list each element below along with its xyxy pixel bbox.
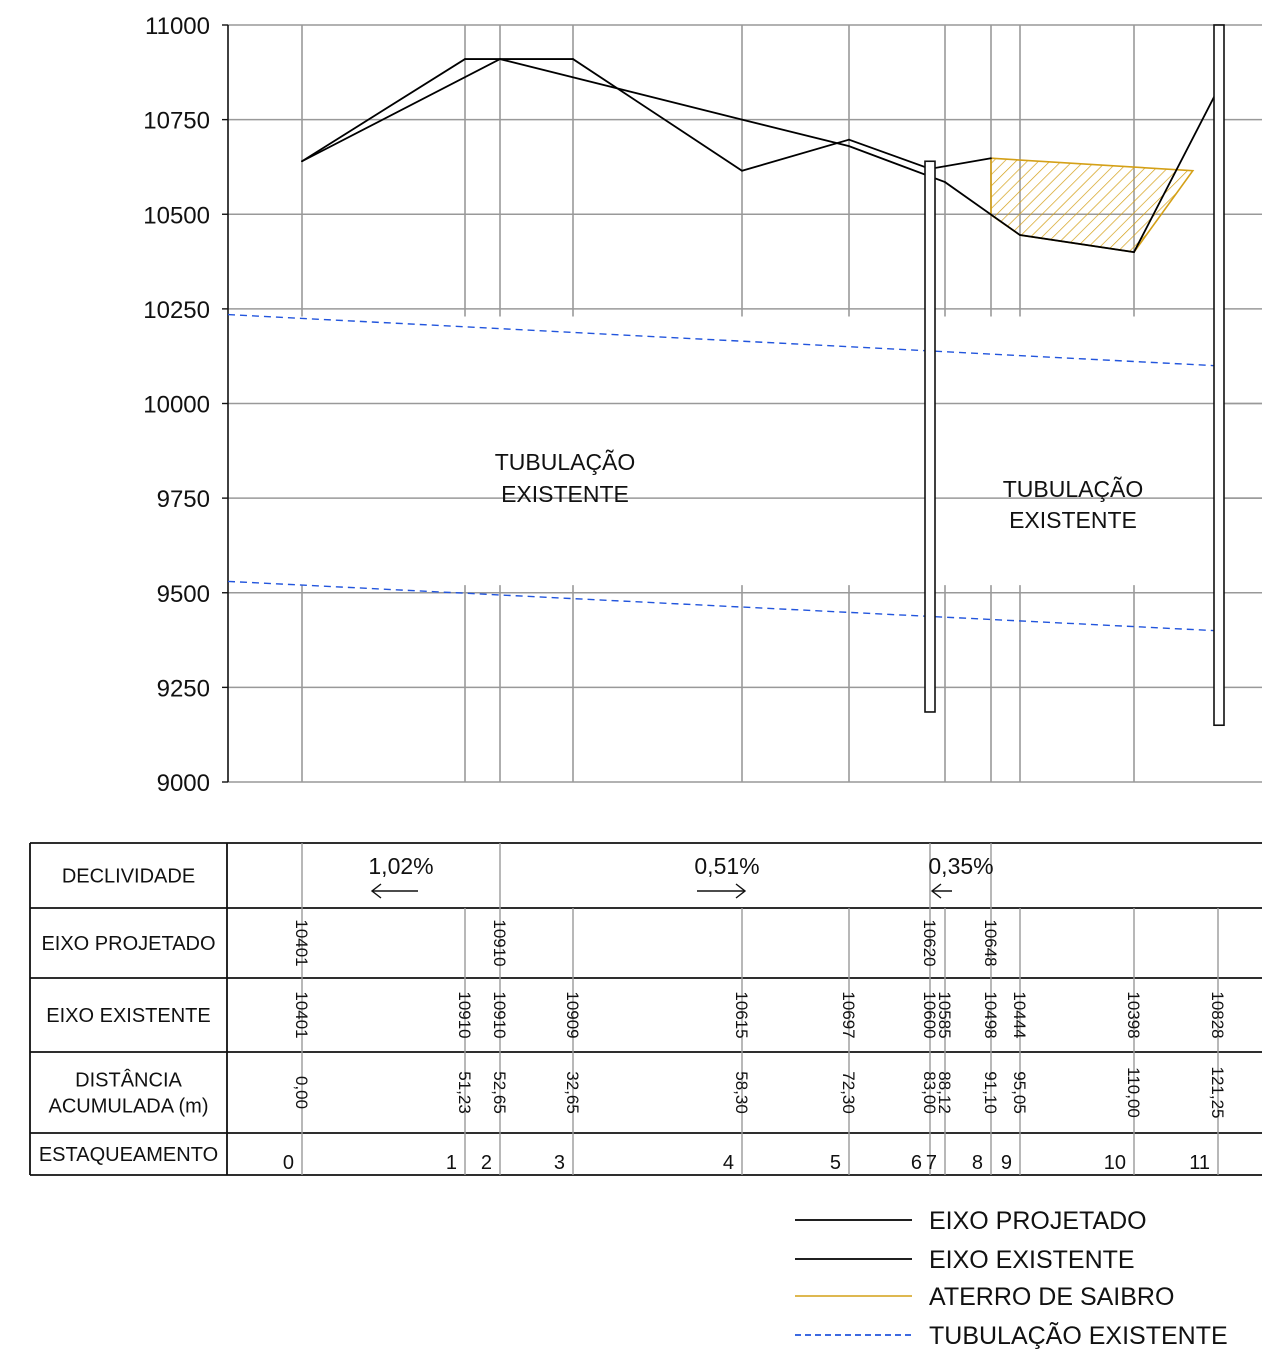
eixo-projetado-point: [848, 145, 850, 148]
eixo-existente-value: 10828: [1208, 991, 1227, 1038]
declividade-value: 1,02%: [368, 853, 433, 879]
table-row-header: EIXO EXISTENTE: [46, 1005, 210, 1027]
distancia-value: 95,05: [1010, 1071, 1029, 1114]
legend-label: EIXO PROJETADO: [929, 1207, 1147, 1235]
legend-label: EIXO EXISTENTE: [929, 1246, 1135, 1274]
profile-grid: 11000 10750 10500 10250 10000 9750 9500 9250 900…: [143, 13, 1262, 797]
table-row-header-line2: ACUMULADA (m): [48, 1096, 208, 1118]
region-label-line1: TUBULAÇÃO: [1003, 476, 1144, 502]
y-tick-label: 11000: [145, 13, 210, 40]
distancia-value: 58,30: [732, 1071, 751, 1114]
estaqueamento-value: 10: [1104, 1152, 1126, 1174]
eixo-projetado-point: [944, 181, 946, 183]
eixo-projetado-line: [301, 58, 1219, 254]
estaqueamento-value: 3: [554, 1152, 565, 1174]
distancia-value: 32,65: [563, 1071, 582, 1114]
eixo-projetado-value: 10620: [920, 919, 939, 966]
eixo-projetado-value: 10910: [490, 919, 509, 966]
profile-labels: TUBULAÇÃO EXISTENTE TUBULAÇÃO EXISTENTE: [495, 449, 1144, 533]
estaqueamento-value: 6: [911, 1152, 922, 1174]
eixo-existente-line: [301, 58, 992, 172]
vertical-posts: [924, 24, 1225, 727]
eixo-existente-value: 10615: [732, 991, 751, 1038]
eixo-existente-point: [572, 58, 574, 60]
estaqueamento-value: 4: [723, 1152, 734, 1174]
eixo-existente-point: [464, 58, 466, 60]
eixo-existente-value: 10910: [490, 991, 509, 1038]
eixo-existente-point: [301, 160, 303, 163]
eixo-projetado-value: 10401: [292, 919, 311, 966]
eixo-existente-point: [990, 157, 992, 160]
region-label-line2: EXISTENTE: [501, 481, 629, 507]
table-row-header-line1: DISTÂNCIA: [75, 1069, 182, 1092]
region-label: TUBULAÇÃO EXISTENTE: [1003, 476, 1144, 533]
eixo-existente-value: 10401: [292, 991, 311, 1038]
distancia-value: 52,65: [490, 1071, 509, 1114]
estaqueamento-value: 8: [972, 1152, 983, 1174]
eixo-projetado-point: [741, 118, 743, 121]
eixo-existente-point: [848, 138, 850, 141]
eixo-projetado-value: 10648: [981, 919, 1000, 966]
distancia-value: 72,30: [839, 1071, 858, 1114]
eixo-existente-value: 10697: [839, 991, 858, 1038]
distancia-value: 91,10: [981, 1071, 1000, 1114]
y-tick-label: 10750: [143, 108, 210, 135]
aterro-fill: [990, 157, 1195, 253]
region-label-line1: TUBULAÇÃO: [495, 449, 636, 475]
distancia-value: 51,23: [455, 1071, 474, 1114]
eixo-existente-value: 10909: [563, 991, 582, 1038]
table-row-header: ESTAQUEAMENTO: [39, 1144, 218, 1166]
distancia-value: 83,00: [920, 1071, 939, 1114]
distancia-value: 88,12: [935, 1071, 954, 1114]
distancia-value: 0,00: [292, 1076, 311, 1109]
y-tick-label: 9750: [157, 486, 210, 513]
table-row-header: DECLIVIDADE: [62, 866, 195, 888]
declividade-value: 0,35%: [928, 853, 993, 879]
tubulacao-top-line: [227, 313, 1215, 367]
tubulacao-bottom-line: [227, 580, 1215, 632]
y-tick-label: 9000: [157, 770, 210, 797]
tubulacao-existente: [227, 313, 1215, 632]
post-rect: [1213, 24, 1225, 727]
estaqueamento-value: 2: [481, 1152, 492, 1174]
eixo-existente-value: 10444: [1010, 991, 1029, 1038]
region-label: TUBULAÇÃO EXISTENTE: [495, 449, 636, 507]
distancia-value: 121,25: [1208, 1067, 1227, 1119]
eixo-projetado-point: [1019, 234, 1021, 236]
y-tick-label: 9500: [157, 581, 210, 608]
y-tick-label: 10250: [143, 297, 210, 324]
estaqueamento-value: 7: [926, 1152, 937, 1174]
estaqueamento-value: 5: [830, 1152, 841, 1174]
estaqueamento-value: 9: [1001, 1152, 1012, 1174]
estaqueamento-value: 1: [446, 1152, 457, 1174]
declividade-arrowhead: [370, 883, 382, 899]
legend: EIXO PROJETADO EIXO EXISTENTE ATERRO DE SA…: [795, 1207, 1228, 1350]
eixo-projetado-point: [1133, 251, 1135, 254]
declividade-value: 0,51%: [694, 853, 759, 879]
aterro-de-saibro-area: [990, 157, 1195, 253]
distancia-value: 110,00: [1124, 1067, 1143, 1118]
declividade-arrowhead: [930, 883, 942, 899]
eixo-existente-value: 10910: [455, 991, 474, 1038]
legend-label: ATERRO DE SAIBRO: [929, 1283, 1174, 1311]
eixo-existente-value: 10585: [935, 991, 954, 1038]
eixo-existente-value: 10498: [981, 991, 1000, 1038]
table-row-header: DISTÂNCIA ACUMULADA (m): [48, 1069, 208, 1118]
profile-table: DECLIVIDADE EIXO PROJETADO EIXO EXISTENTE D…: [29, 842, 1262, 1176]
table-row-header: EIXO PROJETADO: [41, 933, 215, 955]
y-tick-label: 10500: [143, 202, 210, 229]
eixo-existente-point: [741, 169, 743, 172]
eixo-existente-value: 10398: [1124, 991, 1143, 1038]
estaqueamento-value: 11: [1189, 1152, 1210, 1174]
legend-label: TUBULAÇÃO EXISTENTE: [929, 1321, 1228, 1350]
post-rect: [924, 160, 936, 713]
y-tick-label: 10000: [143, 392, 210, 419]
declividade-arrowhead: [735, 883, 747, 899]
estaqueamento-value: 0: [283, 1152, 294, 1174]
region-label-line2: EXISTENTE: [1009, 507, 1137, 533]
y-tick-label: 9250: [157, 675, 210, 702]
eixo-existente-value: 10600: [920, 991, 939, 1038]
